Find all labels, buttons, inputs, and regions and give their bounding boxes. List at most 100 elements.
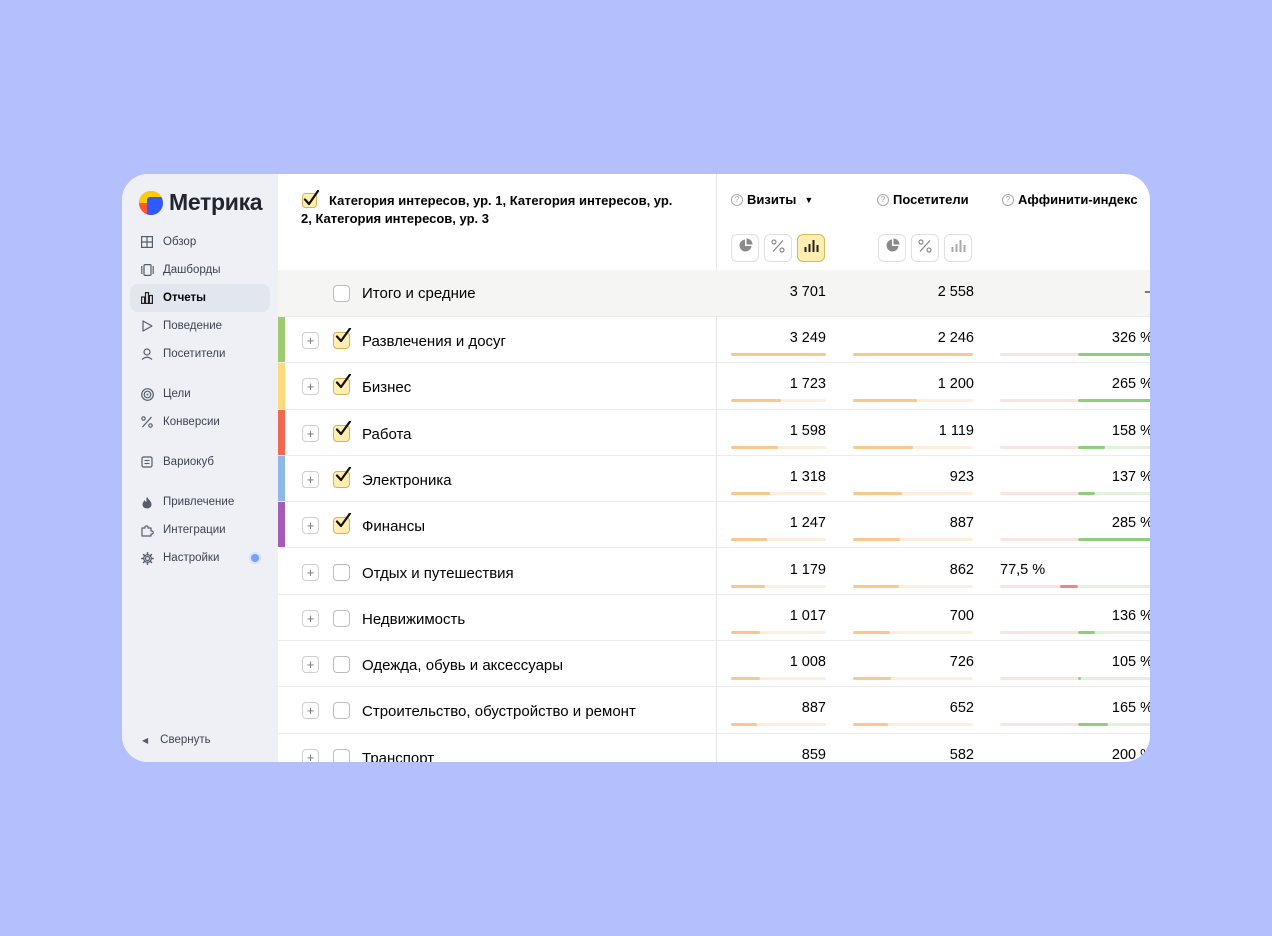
row-visitors: 1 200	[937, 376, 974, 393]
dimension-header-title[interactable]: Категория интересов, ур. 1, Категория ин…	[301, 193, 673, 226]
column-header-visitors[interactable]: ? Посетители	[877, 192, 969, 207]
visitors-bar	[853, 723, 888, 727]
sidebar-item-acquisition[interactable]: Привлечение	[130, 488, 270, 516]
total-row-label: Итого и средние	[362, 285, 476, 302]
row-affinity: 265 %	[1111, 376, 1150, 393]
user-icon	[140, 347, 154, 361]
affinity-bar	[1078, 353, 1150, 356]
affinity-positive-track	[1078, 723, 1150, 727]
row-color-marker	[278, 502, 285, 548]
row-checkbox[interactable]	[333, 420, 352, 442]
bars-view-button[interactable]	[944, 234, 972, 262]
row-label: Строительство, обустройство и ремонт	[362, 703, 636, 721]
table-row[interactable]: + Развлечения и досуг 3 249 2 246 326 %	[278, 317, 1150, 364]
table-row[interactable]: + Бизнес 1 723 1 200 265 %	[278, 363, 1150, 410]
affinity-negative-track	[1000, 445, 1078, 449]
sidebar-item-behavior[interactable]: Поведение	[130, 312, 270, 340]
row-affinity: 285 %	[1111, 515, 1150, 532]
row-checkbox[interactable]	[333, 563, 350, 581]
affinity-bar	[1078, 399, 1150, 403]
sidebar-item-dashboards[interactable]: Дашборды	[130, 256, 270, 284]
play-icon	[140, 319, 154, 333]
row-checkbox[interactable]	[333, 374, 352, 396]
row-label: Работа	[362, 425, 412, 443]
sidebar-item-integrations[interactable]: Интеграции	[130, 516, 270, 544]
visitors-bar	[853, 353, 973, 356]
logo-text: Метрика	[169, 189, 263, 215]
total-row-checkbox[interactable]	[333, 285, 350, 302]
row-checkbox[interactable]	[333, 609, 350, 627]
table-row[interactable]: + Финансы 1 247 887 285 %	[278, 502, 1150, 549]
table-row[interactable]: + Недвижимость 1 017 700 136 %	[278, 595, 1150, 642]
table-row[interactable]: + Отдых и путешествия 1 179 862 77,5 %	[278, 549, 1150, 595]
help-icon[interactable]: ?	[877, 193, 889, 206]
help-icon[interactable]: ?	[1002, 193, 1014, 206]
table-row[interactable]: + Одежда, обувь и аксессуары 1 008 726 105 %	[278, 641, 1150, 688]
row-visitors: 1 119	[938, 422, 974, 439]
row-visits: 1 318	[789, 468, 826, 485]
affinity-negative-track	[1000, 677, 1078, 681]
row-checkbox[interactable]	[333, 328, 352, 349]
affinity-bar	[1060, 584, 1078, 588]
sidebar-item-goals[interactable]: Цели	[130, 380, 270, 408]
column-header-affinity[interactable]: ? Аффинити-индекс	[1002, 192, 1138, 207]
help-icon[interactable]: ?	[731, 193, 743, 206]
sidebar-item-variocube[interactable]: Вариокуб	[130, 448, 270, 476]
pie-view-button[interactable]	[878, 234, 906, 262]
table-row[interactable]: + Работа 1 598 1 119 158 %	[278, 409, 1150, 456]
collapse-label: Свернуть	[160, 734, 211, 746]
visitors-bar-track	[853, 353, 973, 356]
sidebar-item-settings[interactable]: Настройки	[130, 544, 270, 572]
row-checkbox[interactable]	[333, 656, 350, 674]
expand-row-button[interactable]: +	[302, 563, 319, 581]
bars-view-button[interactable]	[797, 234, 825, 262]
pie-view-button[interactable]	[731, 234, 759, 262]
expand-row-button[interactable]: +	[302, 470, 319, 488]
table-row[interactable]: + Строительство, обустройство и ремонт 887…	[278, 687, 1150, 734]
row-checkbox[interactable]	[333, 702, 350, 720]
expand-row-button[interactable]: +	[302, 748, 319, 762]
sidebar-item-conversions[interactable]: Конверсии	[130, 408, 270, 436]
reports-icon	[140, 291, 154, 305]
collapse-sidebar-button[interactable]: ◀ Свернуть	[142, 734, 211, 746]
percent-view-button[interactable]	[764, 234, 792, 262]
row-checkbox[interactable]	[333, 513, 352, 535]
row-visitors: 923	[949, 468, 974, 485]
visitors-bar	[853, 445, 913, 449]
expand-row-button[interactable]: +	[302, 424, 319, 442]
expand-row-button[interactable]: +	[302, 517, 319, 535]
row-label: Одежда, обувь и аксессуары	[362, 657, 564, 675]
sidebar: Метрика Обзор Дашборды Отчеты	[122, 174, 278, 762]
row-affinity: 165 %	[1111, 700, 1150, 717]
dimension-header-checkbox[interactable]	[302, 189, 320, 213]
percent-view-button[interactable]	[911, 234, 939, 262]
percent-icon	[140, 415, 154, 429]
visits-bar	[731, 399, 782, 403]
expand-row-button[interactable]: +	[302, 609, 319, 627]
row-checkbox[interactable]	[333, 466, 352, 488]
expand-row-button[interactable]: +	[302, 378, 319, 396]
column-header-visits[interactable]: ? Визиты ▼	[731, 192, 813, 207]
logo[interactable]: Метрика	[139, 189, 263, 216]
row-visitors: 2 246	[937, 330, 974, 346]
sidebar-item-overview[interactable]: Обзор	[130, 228, 270, 256]
sort-desc-icon[interactable]: ▼	[804, 194, 814, 205]
metrika-logo-icon	[139, 190, 163, 215]
affinity-negative-track	[1000, 584, 1078, 588]
table-row[interactable]: + Электроника 1 318 923 137 %	[278, 455, 1150, 503]
sidebar-item-label: Дашборды	[163, 264, 221, 276]
expand-row-button[interactable]: +	[302, 656, 319, 674]
affinity-bar	[1078, 677, 1081, 681]
row-label: Отдых и путешествия	[362, 564, 514, 582]
table-row[interactable]: + Транспорт 859 582 200 %	[278, 734, 1150, 762]
sidebar-item-visitors[interactable]: Посетители	[130, 340, 270, 368]
expand-row-button[interactable]: +	[302, 702, 319, 720]
column-divider	[716, 174, 717, 762]
visits-bar-track	[731, 445, 826, 449]
row-checkbox[interactable]	[333, 748, 350, 762]
sidebar-item-reports[interactable]: Отчеты	[130, 284, 270, 312]
visitors-bar	[853, 630, 891, 634]
affinity-bar	[1078, 723, 1108, 727]
expand-row-button[interactable]: +	[302, 332, 319, 349]
affinity-bar	[1078, 630, 1095, 634]
